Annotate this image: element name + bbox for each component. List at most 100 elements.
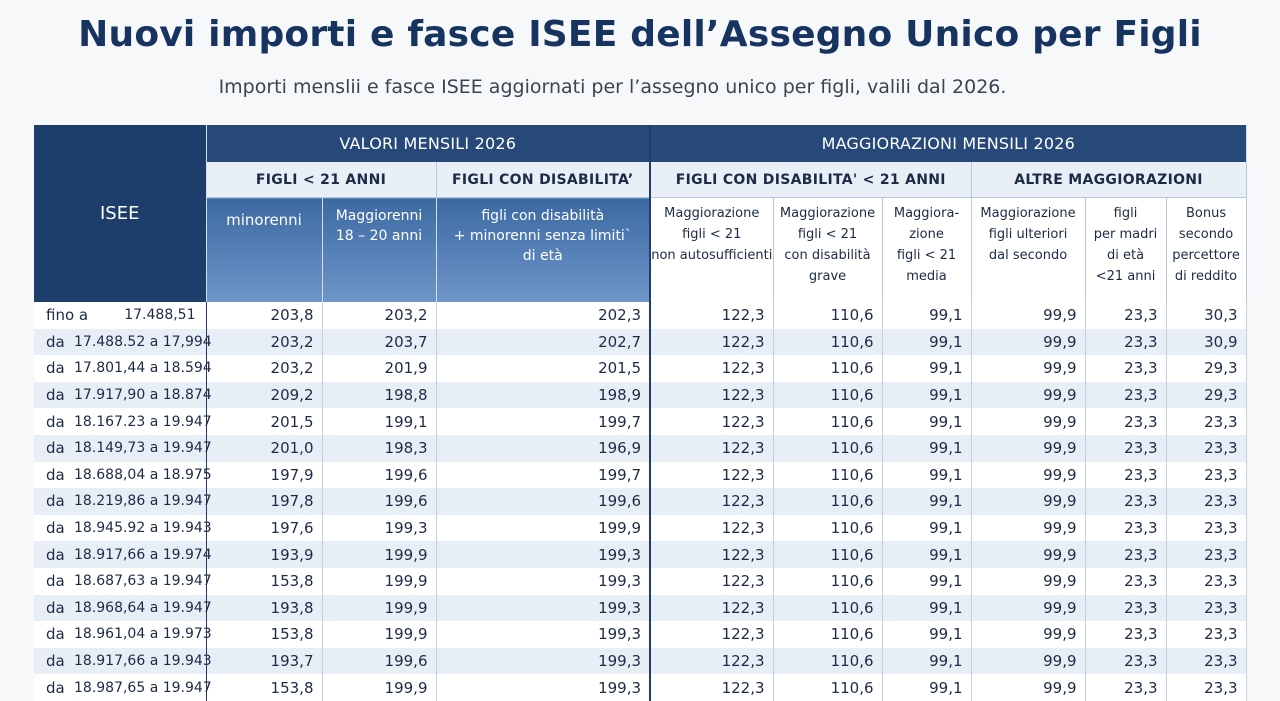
value-cell: 122,3 — [649, 621, 774, 648]
value-cell: 193,7 — [206, 647, 323, 675]
value-cell: 199,9 — [322, 541, 437, 568]
value-cell: 199,9 — [322, 621, 437, 648]
value-cell: 198,8 — [322, 381, 437, 409]
value-cell: 199,6 — [322, 647, 437, 675]
value-cell: 110,6 — [773, 461, 883, 489]
isee-table: ISEE VALORI MENSILI 2026 MAGGIORAZIONI M… — [34, 125, 1247, 701]
column-header: Maggiora- zione figli < 21 media — [882, 197, 972, 302]
isee-range-label: da — [46, 465, 65, 484]
value-cell: 99,9 — [971, 594, 1086, 622]
isee-range-value: 18.945.92 a 19.943 — [74, 520, 212, 537]
value-cell: 23,3 — [1166, 647, 1247, 675]
value-cell: 110,6 — [773, 488, 883, 515]
value-cell: 99,1 — [882, 328, 972, 356]
value-cell: 99,9 — [971, 408, 1086, 435]
value-cell: 122,3 — [649, 541, 774, 568]
value-cell: 199,9 — [322, 594, 437, 622]
table-row: da 18.987,65 a 19.947 153,8 199,9 199,3 122,3… — [34, 674, 1247, 701]
group-header-valori: VALORI MENSILI 2026 — [206, 125, 651, 162]
table-row: da 17.917,90 a 18.874 209,2 198,8 198,9 122,3… — [34, 381, 1247, 409]
value-cell: 193,9 — [206, 541, 323, 568]
value-cell: 99,9 — [971, 541, 1086, 568]
page-title: Nuovi importi e fasce ISEE dell’Assegno … — [78, 14, 1202, 55]
isee-range-label: da — [46, 598, 65, 617]
isee-range-value: 17.488,51 — [124, 307, 196, 324]
value-cell: 23,3 — [1085, 434, 1167, 462]
value-cell: 23,3 — [1085, 567, 1167, 595]
value-cell: 153,8 — [206, 621, 323, 648]
value-cell: 99,1 — [882, 434, 972, 462]
value-cell: 23,3 — [1085, 302, 1167, 329]
table-row: da 17.801,44 a 18.594 203,2 201,9 201,5 122,3… — [34, 355, 1247, 382]
value-cell: 199,7 — [436, 461, 651, 489]
isee-range-cell: da 18.149,73 a 19.947 — [34, 434, 212, 462]
value-cell: 197,8 — [206, 488, 323, 515]
isee-range-cell: da 17.917,90 a 18.874 — [34, 381, 212, 409]
isee-range-cell: da 18.917,66 a 19.943 — [34, 647, 212, 675]
value-cell: 99,9 — [971, 621, 1086, 648]
isee-range-value: 17.917,90 a 18.874 — [74, 387, 212, 404]
value-cell: 122,3 — [649, 302, 774, 329]
value-cell: 198,3 — [322, 434, 437, 462]
isee-range-cell: da 18.219,86 a 19.947 — [34, 488, 212, 515]
isee-range-label: da — [46, 545, 65, 564]
isee-range-value: 18.961,04 a 19.973 — [74, 626, 212, 643]
value-cell: 110,6 — [773, 381, 883, 409]
isee-range-cell: da 18.167.23 a 19.947 — [34, 408, 212, 435]
value-cell: 99,1 — [882, 355, 972, 382]
table-row: da 18.917,66 a 19.974 193,9 199,9 199,3 122,3… — [34, 541, 1247, 568]
value-cell: 99,9 — [971, 381, 1086, 409]
column-header: Maggiorazione figli < 21 non autosuffici… — [649, 197, 774, 302]
table-row: da 17.488.52 a 17,994 203,2 203,7 202,7 122,3… — [34, 328, 1247, 356]
group-header-maggiorazioni: MAGGIORAZIONI MENSILI 2026 — [649, 125, 1247, 162]
value-cell: 122,3 — [649, 647, 774, 675]
value-cell: 99,1 — [882, 514, 972, 542]
value-cell: 99,1 — [882, 594, 972, 622]
isee-range-label: da — [46, 332, 65, 351]
value-cell: 23,3 — [1085, 355, 1167, 382]
value-cell: 122,3 — [649, 674, 774, 701]
value-cell: 203,8 — [206, 302, 323, 329]
value-cell: 198,9 — [436, 381, 651, 409]
value-cell: 30,9 — [1166, 328, 1247, 356]
value-cell: 122,3 — [649, 488, 774, 515]
value-cell: 99,1 — [882, 541, 972, 568]
value-cell: 110,6 — [773, 647, 883, 675]
value-cell: 99,9 — [971, 461, 1086, 489]
isee-range-cell: da 18.987,65 a 19.947 — [34, 674, 212, 701]
value-cell: 122,3 — [649, 408, 774, 435]
value-cell: 199,6 — [322, 488, 437, 515]
value-cell: 23,3 — [1085, 381, 1167, 409]
column-header: Maggiorazione figli ulteriori dal second… — [971, 197, 1086, 302]
value-cell: 193,8 — [206, 594, 323, 622]
value-cell: 23,3 — [1085, 621, 1167, 648]
value-cell: 99,1 — [882, 621, 972, 648]
value-cell: 203,2 — [206, 328, 323, 356]
value-cell: 199,7 — [436, 408, 651, 435]
isee-range-label: da — [46, 652, 65, 671]
subgroup-header-disabilita: FIGLI CON DISABILITA’ — [436, 162, 651, 198]
table-row: da 18.219,86 a 19.947 197,8 199,6 199,6 122,3… — [34, 488, 1247, 515]
value-cell: 201,5 — [436, 355, 651, 382]
value-cell: 209,2 — [206, 381, 323, 409]
value-cell: 110,6 — [773, 408, 883, 435]
subgroup-header-figli-21: FIGLI < 21 ANNI — [206, 162, 437, 198]
table-body: fino a 17.488,51 203,8 203,2 202,3 122,3 110,6… — [34, 302, 1247, 701]
value-cell: 196,9 — [436, 434, 651, 462]
value-cell: 122,3 — [649, 434, 774, 462]
value-cell: 99,1 — [882, 302, 972, 329]
isee-range-cell: da 18.945.92 a 19.943 — [34, 514, 212, 542]
value-cell: 99,1 — [882, 461, 972, 489]
isee-range-value: 18.688,04 a 18.975 — [74, 466, 212, 483]
isee-range-label: da — [46, 439, 65, 458]
value-cell: 122,3 — [649, 328, 774, 356]
value-cell: 110,6 — [773, 621, 883, 648]
isee-range-label: da — [46, 359, 65, 378]
value-cell: 99,9 — [971, 355, 1086, 382]
value-cell: 99,1 — [882, 674, 972, 701]
value-cell: 23,3 — [1166, 514, 1247, 542]
isee-range-value: 18.687,63 a 19.947 — [74, 573, 212, 590]
isee-range-cell: da 18.968,64 a 19.947 — [34, 594, 212, 622]
column-header: Maggiorazione figli < 21 con disabilità … — [773, 197, 883, 302]
value-cell: 199,3 — [322, 514, 437, 542]
